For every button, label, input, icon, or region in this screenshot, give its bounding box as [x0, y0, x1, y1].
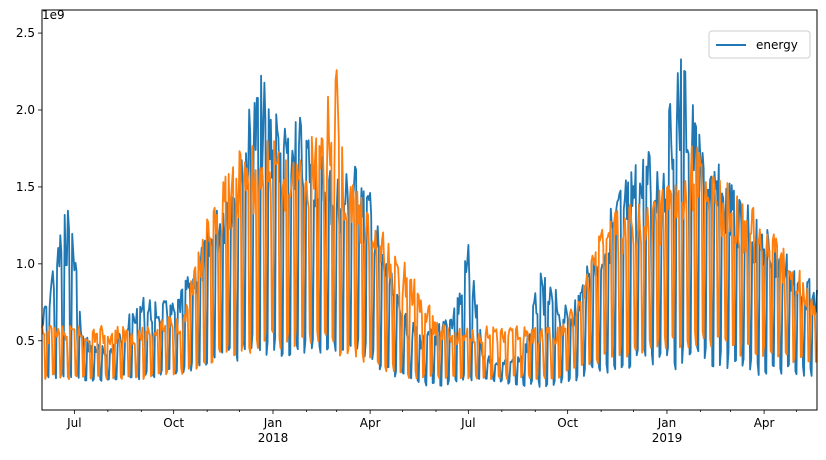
- y-tick-label: 1.5: [16, 180, 35, 194]
- legend-label-energy: energy: [756, 38, 798, 52]
- x-tick-label: Jul: [66, 416, 81, 430]
- x-tick-label: Apr: [360, 416, 381, 430]
- legend-box: [708, 30, 811, 59]
- legend: energy: [708, 30, 811, 59]
- series-line-series-1: [41, 69, 818, 381]
- x-tick-year-label: 2018: [258, 431, 289, 445]
- y-exponent-label: 1e9: [42, 8, 65, 22]
- y-tick-label: 1.0: [16, 257, 35, 271]
- series-layer: [41, 58, 818, 388]
- plot-frame: [41, 9, 818, 411]
- x-tick-label: Jan: [657, 416, 677, 430]
- y-tick-label: 0.5: [16, 334, 35, 348]
- x-tick-label: Jan: [263, 416, 283, 430]
- x-tick-year-label: 2019: [652, 431, 683, 445]
- y-axis: 0.5 1.0 1.5 2.0 2.5: [16, 26, 42, 348]
- x-tick-label: Apr: [754, 416, 775, 430]
- y-tick-label: 2.5: [16, 26, 35, 40]
- x-tick-label: Oct: [557, 416, 578, 430]
- x-tick-label: Oct: [163, 416, 184, 430]
- y-tick-label: 2.0: [16, 103, 35, 117]
- x-tick-label: Jul: [460, 416, 475, 430]
